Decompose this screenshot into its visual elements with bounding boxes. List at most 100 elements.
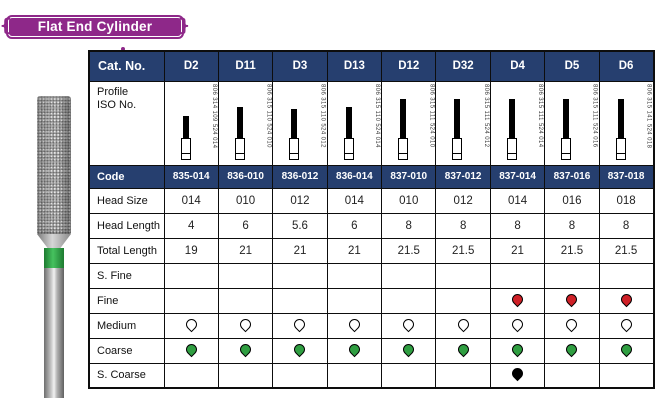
- grit-cell: [272, 362, 328, 389]
- head-length-value: 8: [381, 212, 437, 239]
- grit-cell: [598, 262, 655, 289]
- head-size-value: 012: [272, 187, 328, 214]
- grit-cell: [326, 312, 383, 339]
- bur-profile-icon: [180, 115, 192, 160]
- head-length-label: Head Length: [88, 212, 165, 239]
- s-fine-row: S. Fine: [88, 262, 655, 289]
- header-row: Cat. No. D2 D11 D3 D13 D12 D32 D4 D5 D6: [88, 50, 655, 82]
- head-length-value: 5.6: [272, 212, 328, 239]
- bur-profile-icon: [506, 98, 518, 160]
- grit-drop-red-icon: [564, 291, 580, 307]
- head-length-value: 8: [489, 212, 546, 239]
- grit-cell: [381, 362, 437, 389]
- head-size-row: Head Size 014 010 012 014 010 012 014 01…: [88, 187, 655, 214]
- total-length-value: 19: [163, 237, 219, 264]
- head-size-value: 010: [381, 187, 437, 214]
- grit-cell: [435, 287, 491, 314]
- head-size-value: 010: [217, 187, 274, 214]
- grit-cell: [544, 337, 600, 364]
- grit-drop-white-icon: [237, 316, 254, 332]
- bur-neck: [37, 234, 71, 248]
- grit-drop-white-icon: [509, 316, 526, 332]
- section-title: Flat End Cylinder: [37, 19, 153, 34]
- profile-cell: 806 315 110 524 012: [272, 80, 328, 166]
- grit-drop-white-icon: [183, 316, 199, 332]
- head-length-row: Head Length 4 6 5.6 6 8 8 8 8 8: [88, 212, 655, 239]
- grit-cell: [381, 287, 437, 314]
- iso-number: 806 314 109 524 014: [210, 83, 217, 148]
- column-header-d12: D12: [381, 50, 437, 82]
- head-length-value: 8: [598, 212, 655, 239]
- grit-cell: [163, 312, 219, 339]
- code-value: 836-014: [326, 164, 383, 189]
- grit-cell: [272, 287, 328, 314]
- column-header-d5: D5: [544, 50, 600, 82]
- column-header-d6: D6: [598, 50, 655, 82]
- grit-cell: [544, 287, 600, 314]
- grit-drop-green-icon: [618, 341, 634, 357]
- total-length-label: Total Length: [88, 237, 165, 264]
- code-row: Code 835-014 836-010 836-012 836-014 837…: [88, 164, 655, 189]
- grit-cell: [381, 312, 437, 339]
- grit-cell: [598, 312, 655, 339]
- grit-drop-red-icon: [618, 291, 634, 307]
- head-length-value: 6: [217, 212, 274, 239]
- decorative-dot: [121, 47, 125, 51]
- iso-number: 806 315 110 524 012: [319, 83, 326, 148]
- head-size-value: 012: [435, 187, 491, 214]
- total-length-value: 21: [217, 237, 274, 264]
- profile-cell: 806 315 110 524 010: [217, 80, 274, 166]
- grit-drop-green-icon: [455, 341, 471, 357]
- grit-cell: [598, 337, 655, 364]
- bur-product-photo: [28, 96, 80, 398]
- head-size-label: Head Size: [88, 187, 165, 214]
- grit-drop-white-icon: [400, 316, 417, 332]
- profile-cell: 806 315 111 524 012: [435, 80, 491, 166]
- grit-cell: [489, 337, 546, 364]
- head-size-value: 018: [598, 187, 655, 214]
- grit-cell: [272, 337, 328, 364]
- code-value: 837-010: [381, 164, 437, 189]
- head-length-value: 8: [435, 212, 491, 239]
- grit-cell: [489, 262, 546, 289]
- medium-row: Medium: [88, 312, 655, 339]
- total-length-value: 21.5: [544, 237, 600, 264]
- grit-drop-white-icon: [455, 316, 471, 332]
- grit-cell: [435, 362, 491, 389]
- grit-drop-green-icon: [564, 341, 580, 357]
- grit-cell: [489, 362, 546, 389]
- total-length-row: Total Length 19 21 21 21 21.5 21.5 21 21…: [88, 237, 655, 264]
- grit-cell: [326, 362, 383, 389]
- iso-number: 806 315 141 524 018: [645, 83, 652, 148]
- bur-profile-icon: [343, 106, 355, 160]
- grit-cell: [217, 262, 274, 289]
- grit-drop-green-icon: [292, 341, 308, 357]
- bur-grit-band: [44, 248, 64, 268]
- head-length-value: 8: [544, 212, 600, 239]
- grit-cell: [272, 312, 328, 339]
- grit-drop-green-icon: [346, 341, 363, 357]
- grit-cell: [326, 262, 383, 289]
- grit-cell: [435, 337, 491, 364]
- head-size-value: 014: [489, 187, 546, 214]
- grit-cell: [435, 312, 491, 339]
- total-length-value: 21: [326, 237, 383, 264]
- code-value: 837-012: [435, 164, 491, 189]
- head-size-value: 014: [163, 187, 219, 214]
- column-header-d13: D13: [326, 50, 383, 82]
- grit-drop-green-icon: [509, 341, 526, 357]
- cat-no-header: Cat. No.: [88, 50, 165, 82]
- total-length-value: 21.5: [381, 237, 437, 264]
- total-length-value: 21: [272, 237, 328, 264]
- iso-number: 806 315 111 524 016: [591, 83, 598, 147]
- iso-number: 806 315 111 524 012: [482, 83, 489, 147]
- grit-cell: [163, 362, 219, 389]
- grit-drop-white-icon: [346, 316, 363, 332]
- column-header-d11: D11: [217, 50, 274, 82]
- grit-drop-white-icon: [618, 316, 634, 332]
- section-title-ribbon: Flat End Cylinder: [0, 14, 191, 39]
- grit-cell: [544, 312, 600, 339]
- profile-cell: 806 315 110 524 014: [326, 80, 383, 166]
- code-value: 837-014: [489, 164, 546, 189]
- grit-drop-white-icon: [292, 316, 308, 332]
